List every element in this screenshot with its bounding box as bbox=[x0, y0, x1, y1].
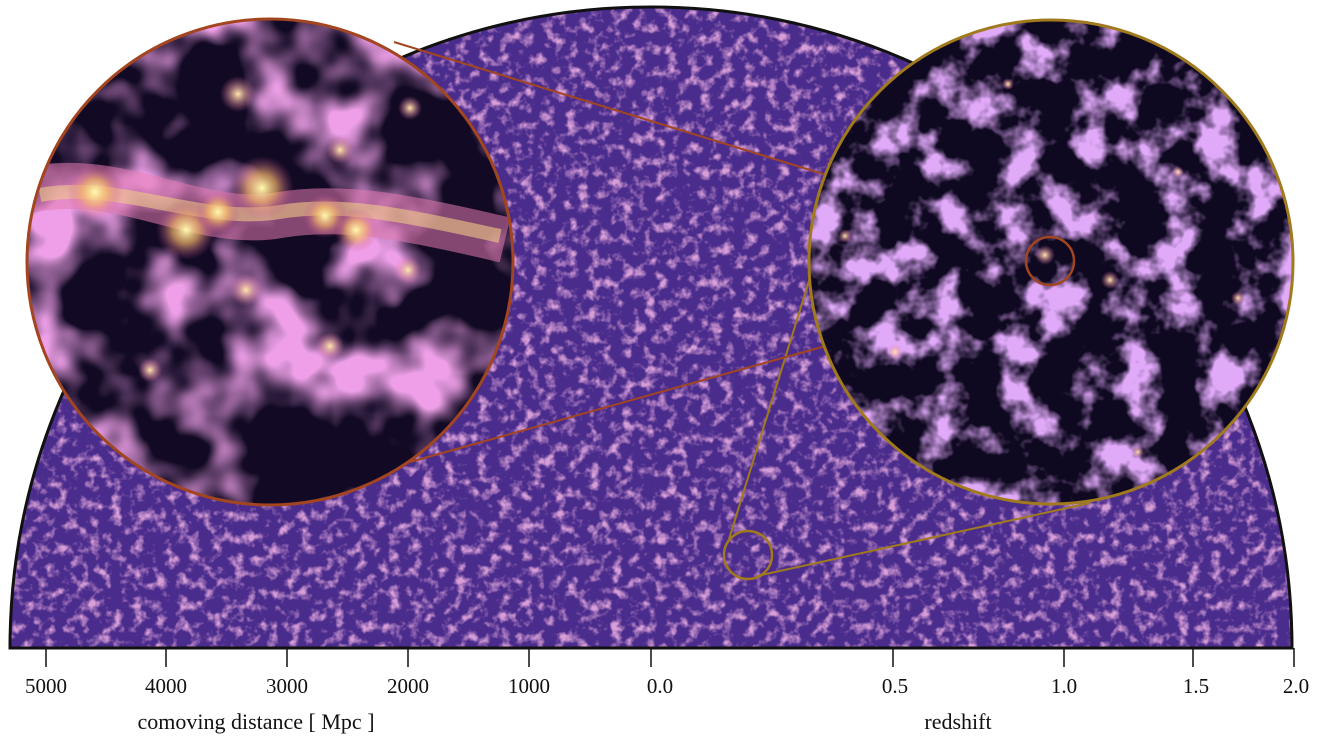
tick-label-distance: 3000 bbox=[266, 674, 308, 698]
tick-label-redshift: 0.5 bbox=[882, 674, 908, 698]
survey-zoom-ring bbox=[722, 529, 774, 581]
connector-small-to-medium-bottom bbox=[756, 502, 1091, 577]
axis: 5000 4000 3000 2000 1000 0.0 0.5 1.0 1.5… bbox=[10, 647, 1309, 734]
high-zoom-filament bbox=[27, 76, 511, 382]
axis-title-distance: comoving distance [ Mpc ] bbox=[137, 709, 374, 734]
medium-zoom-nodes bbox=[838, 78, 1245, 458]
connector-small-to-medium-top bbox=[728, 238, 823, 540]
tick-label-distance: 2000 bbox=[387, 674, 429, 698]
tick-label-redshift: 1.5 bbox=[1183, 674, 1209, 698]
zoom-level-1 bbox=[807, 18, 1295, 506]
tick-label-origin: 0.0 bbox=[647, 674, 673, 698]
tick-label-distance: 1000 bbox=[508, 674, 550, 698]
medium-zoom-inner-ring bbox=[1024, 235, 1076, 287]
axis-title-redshift: redshift bbox=[924, 709, 991, 734]
tick-label-distance: 4000 bbox=[145, 674, 187, 698]
tick-label-distance: 5000 bbox=[25, 674, 67, 698]
zoom-level-2 bbox=[25, 17, 515, 507]
tick-label-redshift: 2.0 bbox=[1283, 674, 1309, 698]
tick-marks bbox=[45, 648, 1295, 667]
tick-label-redshift: 1.0 bbox=[1051, 674, 1077, 698]
